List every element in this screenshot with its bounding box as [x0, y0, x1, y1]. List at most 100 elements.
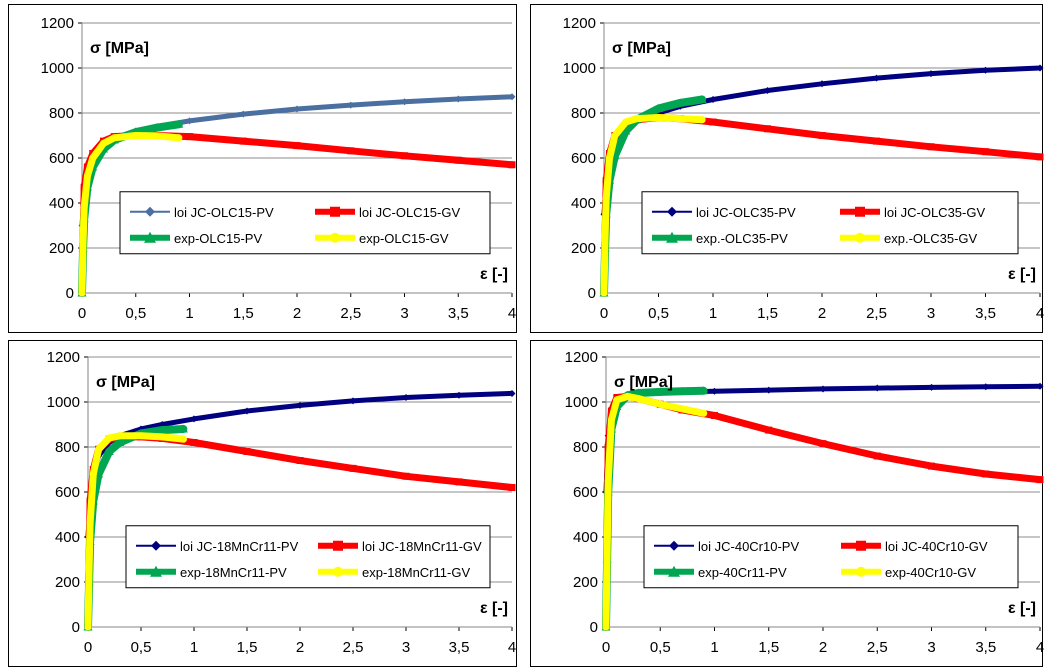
y-tick-label: 1200 [563, 15, 596, 32]
chart-panel-4: 0 200 400 600 800 1000 1200 0 0,5 1 1,5 2 2,5 3 3,5 4 σ … [530, 340, 1044, 667]
x-tick-label: 0 [602, 639, 610, 656]
y-tick-label: 1000 [41, 60, 74, 77]
y-tick-label: 1000 [565, 394, 598, 411]
legend-entry-1: loi JC-40Cr10-PV [654, 539, 799, 554]
x-tick-label: 1 [709, 305, 717, 322]
data-point [243, 448, 251, 455]
y-tick-label: 600 [573, 484, 598, 501]
data-point [602, 623, 610, 631]
data-point [508, 161, 516, 169]
x-tick-label: 4 [508, 305, 516, 322]
chart-panel-2: 0 200 400 600 800 1000 1200 0 0,5 1 1,5 2 2,5 3 3,5 4 σ … [530, 4, 1044, 333]
data-point [175, 134, 183, 142]
data-point [402, 472, 410, 480]
data-point [401, 152, 408, 160]
x-tick-label: 1,5 [757, 305, 778, 322]
legend-marker [333, 566, 343, 577]
data-point [190, 439, 198, 446]
y-tick-label: 800 [55, 439, 80, 456]
legend-marker [855, 232, 865, 243]
legend-marker [151, 540, 161, 551]
data-point [928, 462, 935, 470]
legend-box [125, 525, 491, 589]
legend-marker [330, 206, 340, 217]
x-tick-label: 1 [190, 639, 198, 656]
y-tick-label: 200 [573, 574, 598, 591]
data-point [455, 478, 463, 486]
legend-label: exp-18MnCr11-GV [362, 565, 470, 580]
data-point [1036, 64, 1044, 72]
y-tick-label: 1000 [47, 394, 80, 411]
y-tick-label: 200 [571, 240, 596, 257]
data-point [655, 387, 665, 396]
legend-entry-2: loi JC-40Cr10-GV [841, 539, 988, 554]
x-tick-label: 2 [819, 639, 827, 656]
data-point [349, 397, 357, 405]
legend-label: exp-18MnCr11-PV [180, 565, 287, 580]
y-tick-label: 400 [55, 529, 80, 546]
x-tick-label: 3,5 [449, 639, 470, 656]
data-point [508, 93, 516, 101]
y-axis-title: σ [MPa] [96, 374, 155, 391]
legend-entry-4: exp-OLC15-GV [315, 231, 449, 246]
legend-label: exp.-OLC35-GV [884, 231, 978, 246]
legend-marker [667, 206, 677, 217]
x-tick-label: 0 [600, 305, 608, 322]
legend-marker [145, 206, 155, 217]
x-tick-label: 3,5 [975, 305, 996, 322]
data-point [604, 477, 612, 485]
y-tick-label: 600 [49, 150, 74, 167]
x-tick-label: 0,5 [125, 305, 146, 322]
x-tick-label: 1 [185, 305, 193, 322]
data-point [677, 386, 687, 395]
legend-marker [666, 231, 678, 243]
data-point [137, 432, 145, 440]
data-point [654, 104, 663, 112]
data-point [89, 470, 97, 478]
data-point [296, 401, 304, 409]
data-point [454, 95, 462, 103]
data-point [178, 424, 188, 433]
legend-entry-1: loi JC-OLC35-PV [652, 205, 796, 220]
data-point [655, 114, 662, 121]
data-point [602, 195, 610, 202]
data-point [239, 137, 247, 145]
data-point [635, 395, 643, 403]
legend-box [641, 191, 1019, 255]
data-point [675, 98, 685, 107]
legend: loi JC-18MnCr11-PV loi JC-18MnCr11-GV exp-… [125, 525, 491, 589]
y-tick-label: 600 [571, 150, 596, 167]
data-point [239, 110, 247, 118]
data-point [95, 445, 103, 453]
x-tick-label: 4 [1036, 639, 1044, 656]
data-point [709, 96, 717, 103]
y-tick-label: 400 [571, 195, 596, 212]
data-point [601, 233, 609, 241]
data-point [699, 386, 709, 395]
x-axis-title: ε [-] [480, 600, 508, 617]
x-tick-label: 1,5 [233, 305, 254, 322]
data-point [186, 117, 193, 125]
data-point [697, 95, 707, 103]
series-4 [600, 114, 706, 297]
data-point [243, 407, 251, 415]
data-point [600, 289, 608, 297]
data-point [174, 119, 184, 128]
data-point [678, 405, 686, 413]
legend-label: exp.-OLC35-PV [696, 231, 788, 246]
series-line [600, 114, 706, 297]
chart-panel-1: 0 200 400 600 800 1000 1200 0 0,5 1 1,5 2 2,5 3 3,5 4 σ … [8, 4, 517, 333]
y-tick-label: 1200 [565, 349, 598, 366]
data-point [709, 118, 717, 126]
data-point [818, 132, 826, 139]
y-tick-label: 800 [571, 105, 596, 122]
data-point [607, 416, 615, 424]
data-point [186, 133, 193, 141]
data-point [116, 432, 124, 440]
x-axis-title: ε [-] [480, 266, 508, 283]
data-point [621, 126, 631, 135]
data-point [85, 565, 93, 572]
legend-entry-1: loi JC-18MnCr11-PV [136, 539, 299, 554]
data-point [401, 98, 408, 106]
x-tick-label: 2,5 [866, 305, 887, 322]
